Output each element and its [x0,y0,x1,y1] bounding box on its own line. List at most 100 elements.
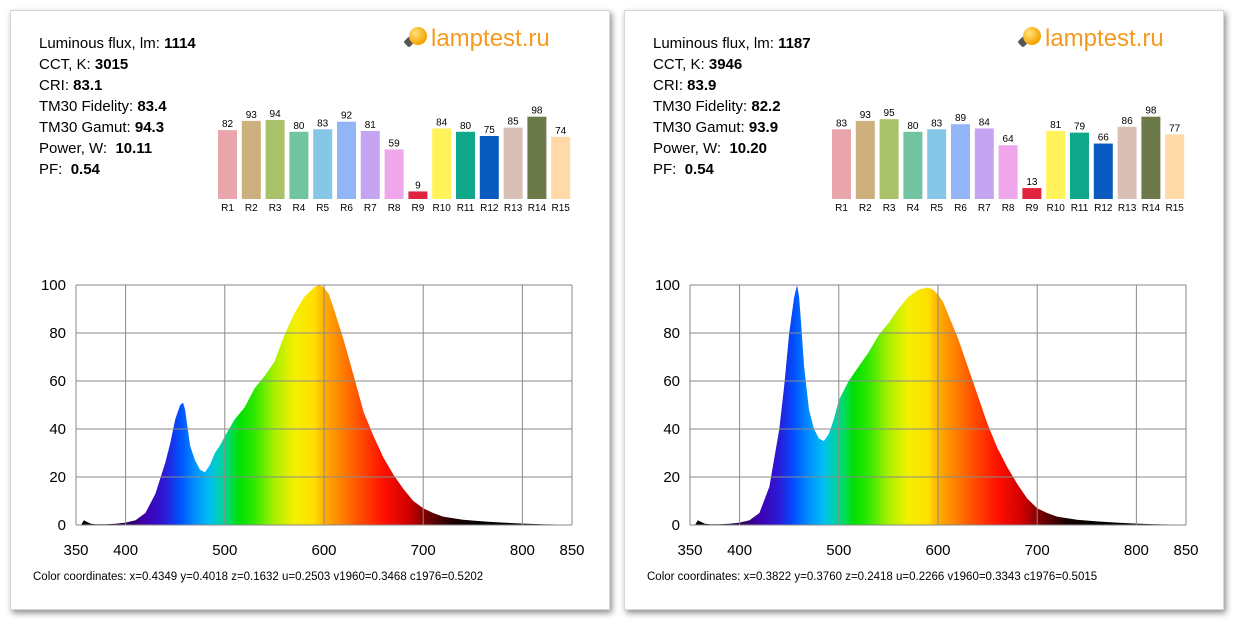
cri-bar-chart: 82 R1 93 R2 94 R3 80 R4 83 R5 92 R6 81 R7 59 R8 9 R9 84 R10… [218,106,571,214]
stat-cri: CRI: 83.1 [39,77,103,94]
cri-category-label: R13 [1118,203,1137,214]
x-tick-label: 400 [727,542,752,559]
x-tick-label: 500 [212,542,237,559]
spectrum-chart: 350 400 500 600 700 800 850 0 20 40 60 80 100 [655,277,1199,559]
cri-bar-R8 [384,149,404,199]
cri-category-label: R8 [388,203,401,214]
cri-value-label: 80 [907,121,919,132]
y-tick-label: 60 [49,373,66,390]
cri-bar-R2 [241,120,261,199]
x-tick-label: 700 [411,542,436,559]
cri-category-label: R5 [930,203,943,214]
cri-category-label: R14 [1142,203,1161,214]
cri-value-label: 64 [1003,134,1015,145]
cri-category-label: R2 [859,203,872,214]
y-tick-label: 60 [663,373,680,390]
cri-bar-R4 [289,131,309,199]
cri-value-label: 81 [1050,120,1062,131]
y-tick-label: 100 [655,277,680,294]
x-tick-label: 600 [925,542,950,559]
stat-pf: PF: 0.54 [39,161,100,178]
cri-value-label: 93 [860,110,872,121]
cri-bar-R1 [218,130,237,199]
cri-bar-R8 [998,145,1018,199]
cri-value-label: 74 [555,126,567,137]
y-tick-label: 40 [49,421,66,438]
lamptest-logo[interactable]: lamptest.ru [1017,25,1164,53]
cri-bar-R6 [951,124,970,199]
cri-bar-R10 [1046,130,1066,199]
cri-category-label: R7 [364,203,377,214]
cri-bar-R9 [1022,188,1042,199]
cri-category-label: R15 [1166,203,1185,214]
cri-value-label: 85 [508,117,520,128]
cri-category-label: R3 [883,203,896,214]
cri-category-label: R1 [835,203,848,214]
cri-category-label: R11 [457,203,475,214]
stat-luminous-flux: Luminous flux, lm: 1114 [39,35,196,52]
cri-bar-R14 [527,116,547,199]
y-tick-label: 20 [663,469,680,486]
color-coordinates: Color coordinates: x=0.4349 y=0.4018 z=0… [33,571,484,583]
cri-bar-R3 [879,119,899,199]
x-tick-label: 850 [559,542,584,559]
cri-value-label: 89 [955,113,967,124]
cri-bar-R2 [855,120,875,199]
color-coordinates: Color coordinates: x=0.3822 y=0.3760 z=0… [647,571,1098,583]
lamptest-logo[interactable]: lamptest.ru [403,25,550,53]
cri-category-label: R9 [412,203,425,214]
cri-value-label: 94 [270,109,282,120]
cri-value-label: 98 [531,106,543,117]
x-tick-label: 800 [510,542,535,559]
logo-text: lamptest.ru [431,25,550,52]
cri-value-label: 86 [1122,116,1134,127]
stat-power: Power, W: 10.20 [653,140,767,157]
stat-cct: CCT, K: 3946 [653,56,743,73]
cri-value-label: 93 [246,110,258,121]
cri-value-label: 92 [341,111,353,122]
cri-value-label: 75 [484,125,496,136]
cri-bar-R5 [313,129,333,199]
cri-value-label: 84 [979,117,991,128]
cri-bar-R14 [1141,116,1161,199]
y-tick-label: 100 [41,277,66,294]
stat-tm30-gamut: TM30 Gamut: 94.3 [39,119,165,136]
y-tick-label: 0 [58,517,66,534]
stat-tm30-fidelity: TM30 Fidelity: 82.2 [653,98,781,115]
cri-category-label: R12 [480,203,499,214]
cri-category-label: R14 [528,203,547,214]
stat-power: Power, W: 10.11 [39,140,153,157]
cri-value-label: 80 [293,121,305,132]
x-tick-label: 400 [113,542,138,559]
bulb-icon [1017,25,1043,49]
stat-cct: CCT, K: 3015 [39,56,129,73]
y-tick-label: 80 [49,325,66,342]
x-tick-label: 350 [677,542,702,559]
cri-bar-R11 [456,131,475,199]
y-tick-label: 0 [672,517,680,534]
cri-value-label: 83 [931,118,943,129]
cri-bar-chart: 83 R1 93 R2 95 R3 80 R4 83 R5 89 R6 84 R7 64 R8 13 R9 81 R1… [832,106,1185,214]
cri-category-label: R6 [340,203,353,214]
cri-category-label: R15 [552,203,571,214]
cri-bar-R13 [1117,126,1137,199]
cri-bar-R15 [1165,134,1185,199]
cri-category-label: R5 [316,203,329,214]
cri-category-label: R10 [433,203,452,214]
cri-value-label: 98 [1145,106,1157,117]
cri-value-label: 9 [415,180,421,191]
lamp-stats: Luminous flux, lm: 1187 CCT, K: 3946 CRI… [653,33,811,180]
cri-value-label: 80 [460,121,472,132]
cri-value-label: 82 [222,119,234,130]
x-tick-label: 800 [1124,542,1149,559]
x-tick-label: 350 [63,542,88,559]
cri-bar-R7 [974,128,994,199]
cri-value-label: 95 [884,108,896,119]
cri-value-label: 84 [436,117,448,128]
cri-bar-R12 [1093,143,1113,199]
cri-bar-R15 [551,136,571,199]
cri-category-label: R7 [978,203,991,214]
cri-category-label: R11 [1071,203,1089,214]
cri-category-label: R2 [245,203,258,214]
y-tick-label: 40 [663,421,680,438]
